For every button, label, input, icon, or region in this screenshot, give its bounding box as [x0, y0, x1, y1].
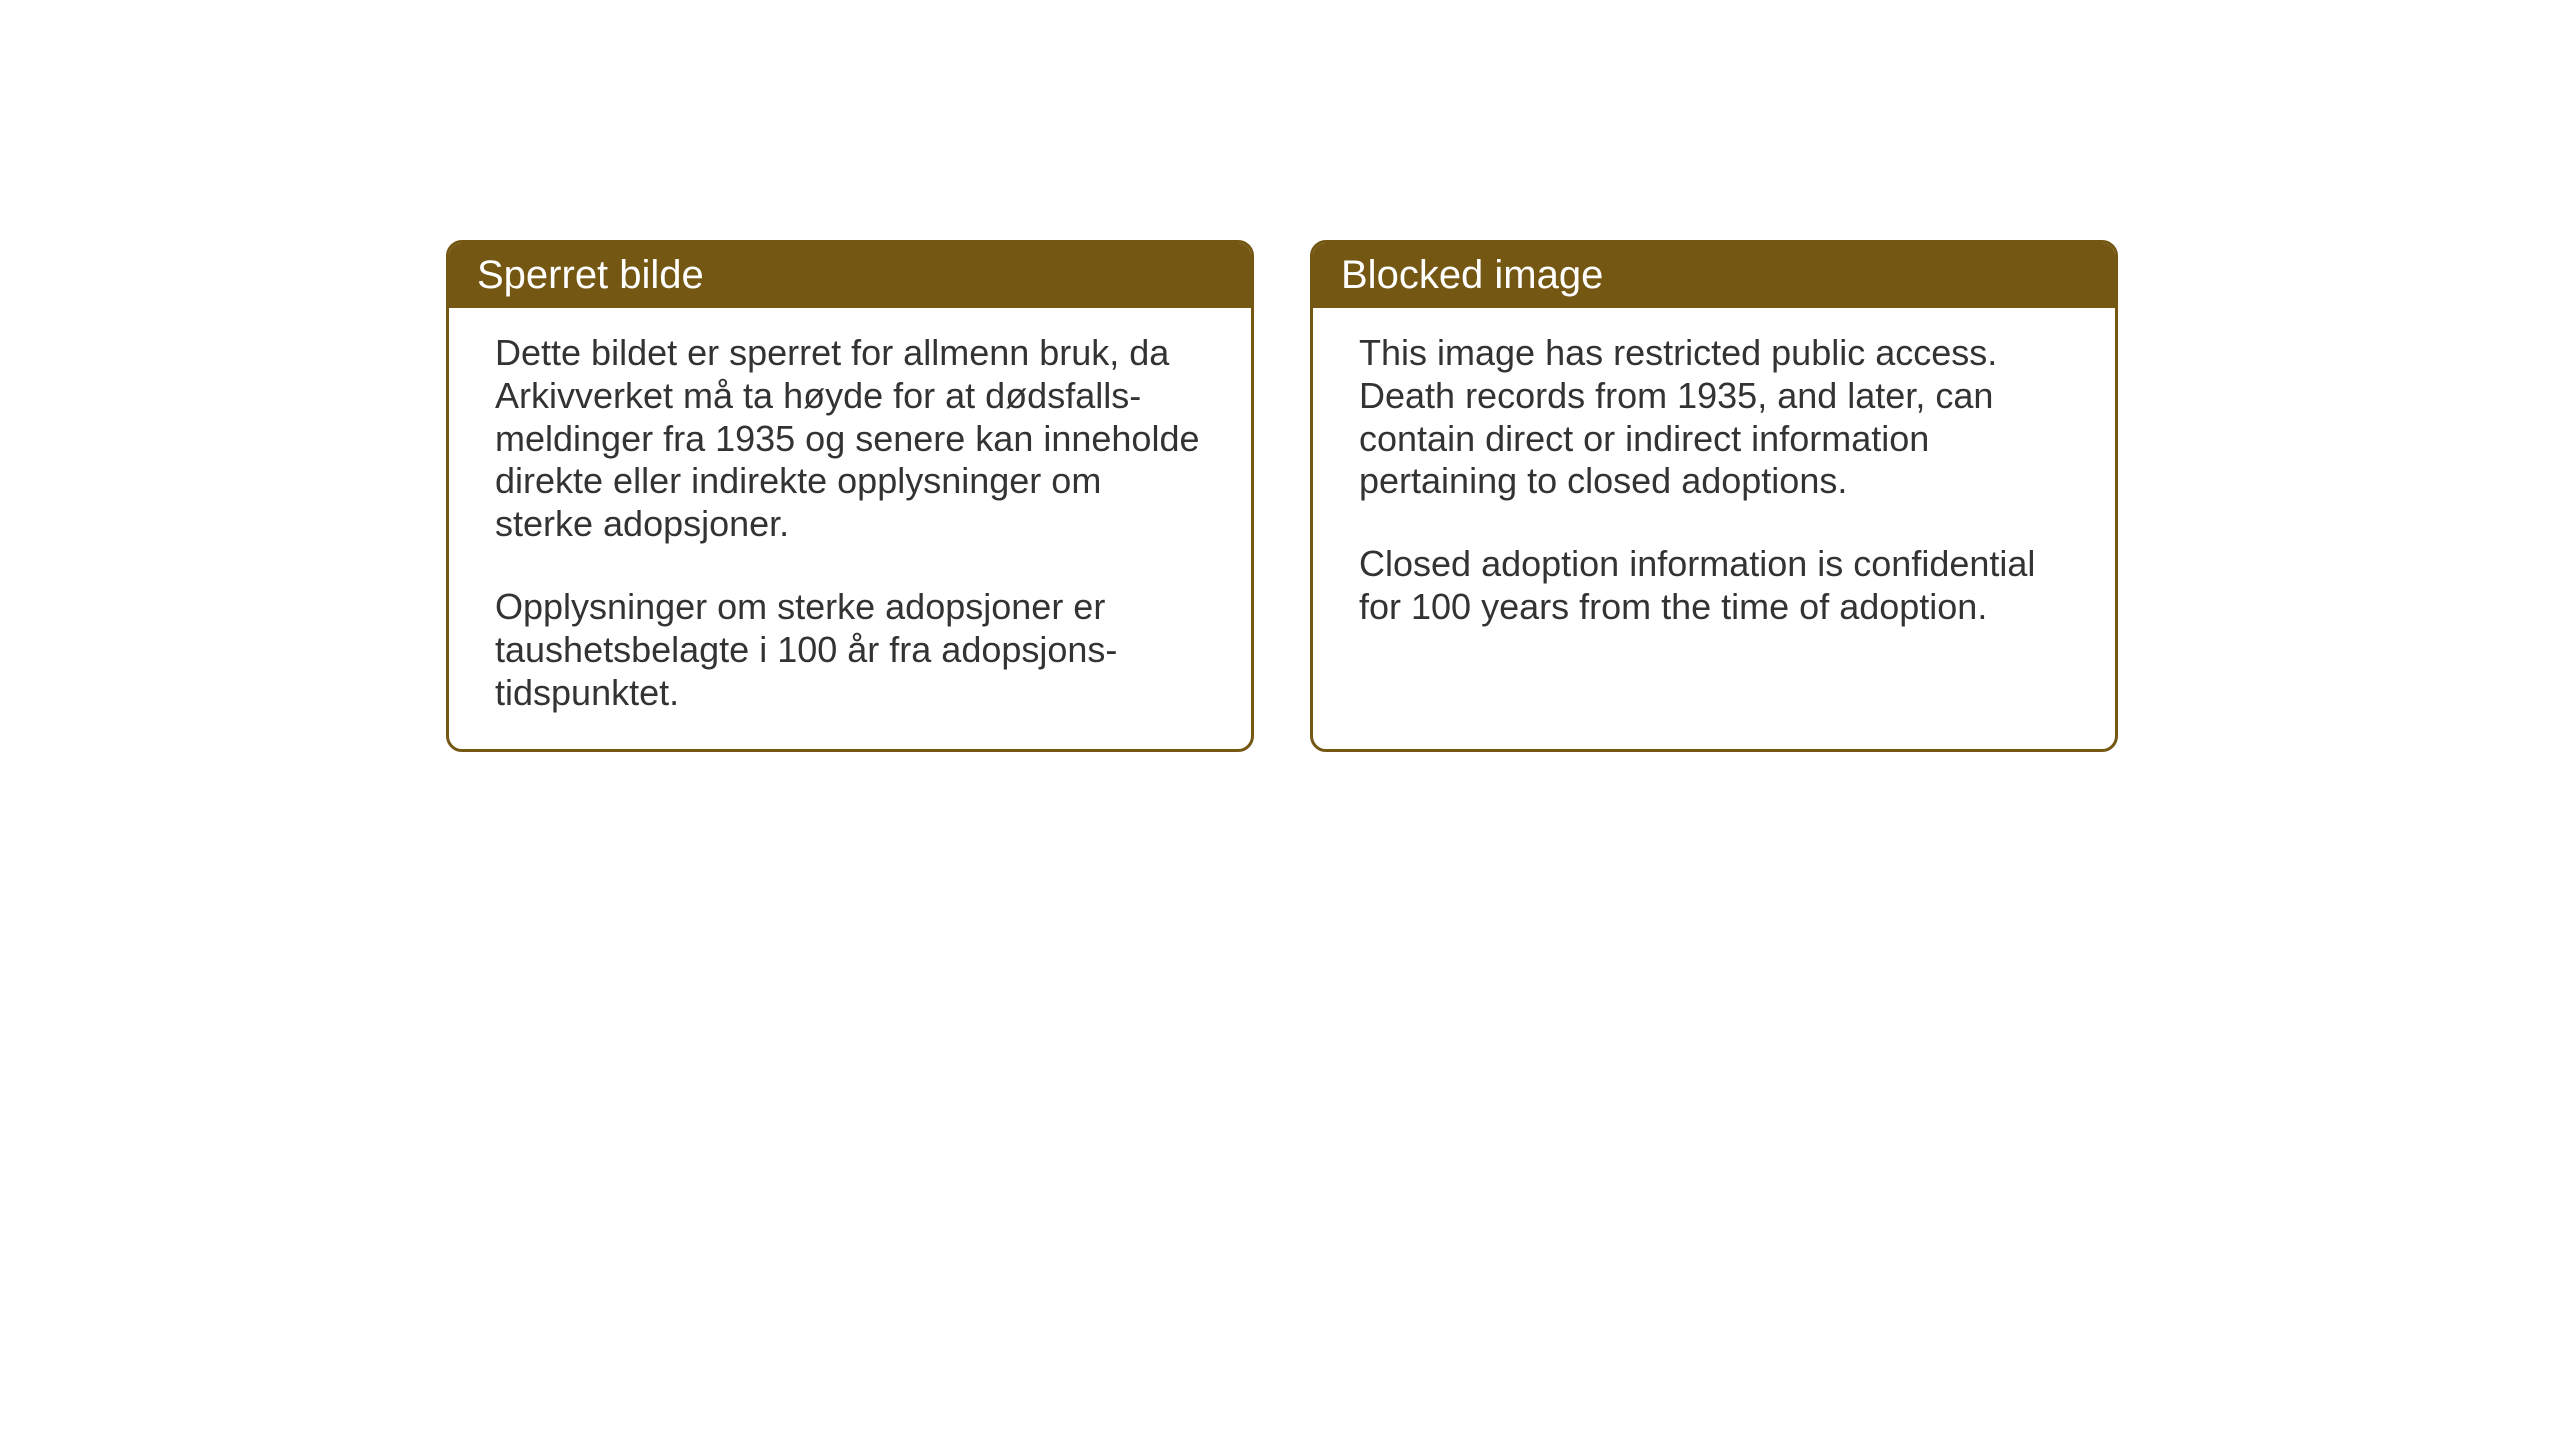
- notice-paragraph-1-norwegian: Dette bildet er sperret for allmenn bruk…: [495, 332, 1205, 546]
- notice-body-english: This image has restricted public access.…: [1313, 308, 2115, 653]
- notice-card-english: Blocked image This image has restricted …: [1310, 240, 2118, 752]
- notice-paragraph-2-english: Closed adoption information is confident…: [1359, 543, 2069, 629]
- notice-title-norwegian: Sperret bilde: [477, 253, 704, 297]
- notice-title-english: Blocked image: [1341, 253, 1603, 297]
- notice-container: Sperret bilde Dette bildet er sperret fo…: [446, 240, 2118, 752]
- notice-paragraph-2-norwegian: Opplysninger om sterke adopsjoner er tau…: [495, 586, 1205, 714]
- notice-paragraph-1-english: This image has restricted public access.…: [1359, 332, 2069, 503]
- notice-card-norwegian: Sperret bilde Dette bildet er sperret fo…: [446, 240, 1254, 752]
- notice-header-norwegian: Sperret bilde: [449, 243, 1251, 308]
- notice-header-english: Blocked image: [1313, 243, 2115, 308]
- notice-body-norwegian: Dette bildet er sperret for allmenn bruk…: [449, 308, 1251, 739]
